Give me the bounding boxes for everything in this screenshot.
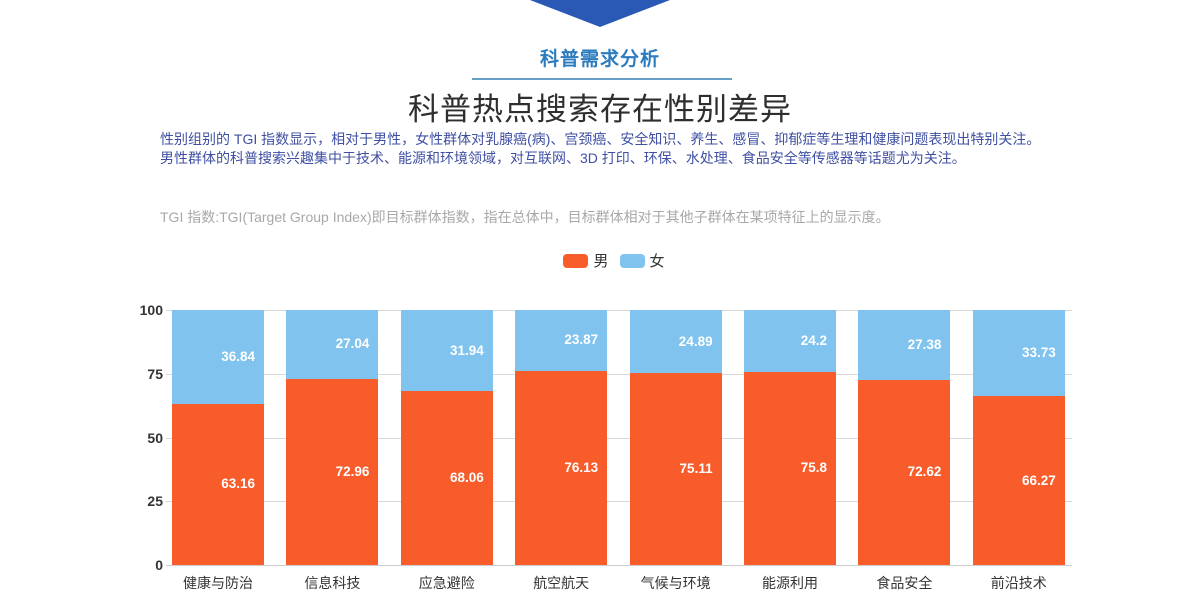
gridline: [166, 373, 1072, 375]
value-label-male: 76.13: [564, 459, 599, 475]
bar-segment-male: [400, 391, 493, 565]
x-category-label: 能源利用: [762, 575, 818, 591]
bar-segment-male: [744, 371, 836, 565]
tgi-definition-note: TGI 指数:TGI(Target Group Index)即目标群体指数，指在…: [160, 209, 890, 225]
value-label-male: 72.62: [907, 464, 942, 480]
value-label-female: 24.89: [678, 333, 713, 349]
y-tick-label: 25: [147, 493, 163, 510]
legend-label-female: 女: [649, 253, 665, 270]
x-category-label: 气候与环境: [640, 575, 711, 591]
bar-segment-male: [172, 403, 264, 565]
bar-segment-male: [515, 370, 608, 565]
y-tick-label: 100: [139, 302, 163, 318]
legend-item-male[interactable]: 男: [563, 250, 609, 271]
value-label-male: 72.96: [335, 463, 370, 479]
bar-segment-female: [286, 310, 379, 379]
value-label-male: 75.8: [800, 460, 827, 476]
y-tick-label: 0: [155, 557, 163, 573]
value-label-female: 27.38: [907, 336, 942, 352]
description-paragraph: 性别组别的 TGI 指数显示，相对于男性，女性群体对乳腺癌(病)、宫颈癌、安全知…: [160, 131, 1041, 166]
gridline: [166, 437, 1072, 439]
bar-segment-female: [629, 310, 722, 374]
value-label-female: 23.87: [564, 332, 599, 348]
value-label-male: 68.06: [450, 470, 484, 486]
down-arrow-icon: [530, 0, 670, 27]
bar-segment-male: [286, 378, 379, 565]
x-category-label: 食品安全: [876, 575, 933, 591]
value-label-female: 36.84: [221, 348, 255, 364]
legend-item-female[interactable]: 女: [619, 250, 665, 271]
bar-segment-male: [972, 396, 1065, 565]
bar-segment-female: [515, 310, 608, 371]
value-label-male: 75.11: [679, 461, 713, 477]
bar-segment-female: [744, 310, 836, 372]
x-category-label: 信息科技: [304, 575, 361, 591]
x-category-label: 健康与防治: [183, 575, 253, 591]
page-title: 科普热点搜索存在性别差异: [408, 92, 792, 127]
value-label-female: 33.73: [1022, 345, 1056, 360]
x-category-label: 航空航天: [533, 575, 590, 591]
section-title: 科普需求分析: [539, 49, 660, 70]
bar-segment-female: [858, 310, 951, 380]
gridline: [166, 310, 1072, 311]
legend-swatch-female-icon: [619, 253, 645, 268]
chart-legend: 男 女: [14, 250, 1200, 271]
bar-segment-female: [972, 310, 1065, 396]
legend-label-male: 男: [593, 253, 609, 270]
bar-segment-female: [400, 310, 493, 392]
value-label-male: 63.16: [221, 476, 255, 492]
gridline: [166, 501, 1072, 503]
bar-segment-male: [629, 373, 722, 565]
value-label-female: 24.2: [800, 332, 827, 348]
y-tick-label: 50: [147, 429, 163, 446]
value-label-male: 66.27: [1022, 472, 1056, 488]
section-title-underline: [472, 78, 732, 80]
legend-swatch-male-icon: [563, 253, 589, 268]
x-axis-line: [166, 565, 1072, 566]
x-category-label: 应急避险: [418, 575, 475, 591]
value-label-female: 27.04: [335, 336, 370, 352]
bar-segment-female: [172, 310, 264, 404]
bar-segment-male: [858, 379, 951, 565]
y-tick-label: 75: [147, 365, 163, 382]
x-category-label: 前沿技术: [990, 575, 1047, 591]
value-label-female: 31.94: [450, 342, 484, 358]
